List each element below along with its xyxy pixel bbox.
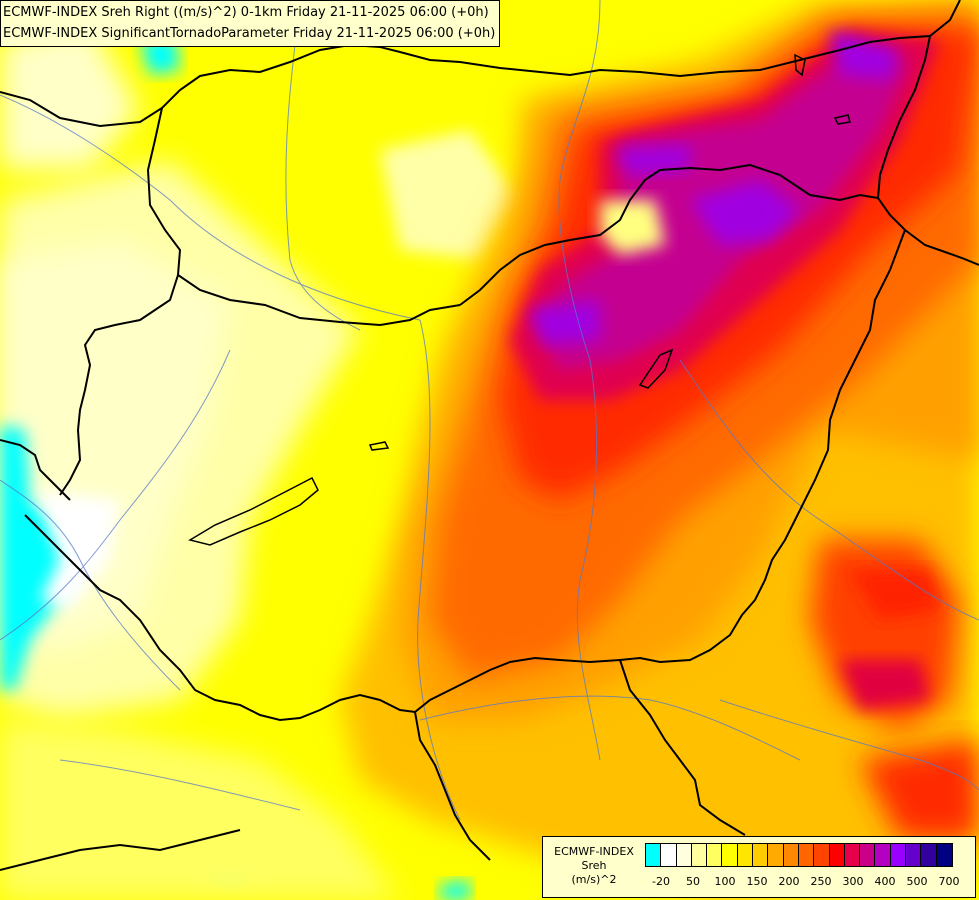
legend-tick-label: 500 bbox=[906, 875, 928, 888]
legend-tick-label: 50 bbox=[686, 875, 700, 888]
legend-swatch bbox=[860, 844, 876, 866]
legend-tick-label: 200 bbox=[778, 875, 800, 888]
lake-small-2 bbox=[638, 348, 674, 389]
legend-swatch bbox=[737, 844, 754, 866]
title-line-1: ECMWF-INDEX Sreh Right ((m/s)^2) 0-1km F… bbox=[3, 5, 489, 20]
legend-title: ECMWF-INDEX Sreh (m/s)^2 bbox=[547, 845, 641, 887]
border-hungary-north bbox=[146, 107, 461, 327]
legend-swatch bbox=[844, 844, 861, 866]
legend-swatch bbox=[798, 844, 815, 866]
legend-tick-label: 250 bbox=[810, 875, 832, 888]
rivers bbox=[0, 0, 979, 821]
lake-small-4 bbox=[794, 53, 806, 77]
legend-swatch bbox=[921, 844, 937, 866]
legend-source: ECMWF-INDEX bbox=[554, 845, 634, 858]
border-north-east bbox=[399, 0, 961, 78]
border-south-croatia bbox=[414, 711, 491, 861]
legend-swatch bbox=[829, 844, 845, 866]
lake-small-1 bbox=[368, 441, 390, 451]
legend-swatch bbox=[707, 844, 723, 866]
legend-swatch bbox=[875, 844, 891, 866]
title-line-2: ECMWF-INDEX SignificantTornadoParameter … bbox=[3, 26, 496, 41]
legend-swatch bbox=[906, 844, 922, 866]
color-legend: ECMWF-INDEX Sreh (m/s)^2 -20 50 100 150 200 2… bbox=[542, 836, 976, 898]
legend-swatch bbox=[783, 844, 799, 866]
legend-swatch bbox=[691, 844, 708, 866]
border-east bbox=[877, 35, 931, 199]
legend-tick-label: 700 bbox=[938, 875, 960, 888]
legend-swatch bbox=[646, 844, 662, 866]
border-austria bbox=[59, 274, 179, 496]
border-southwest bbox=[0, 829, 241, 871]
lakes bbox=[188, 53, 851, 546]
border-hungary-east bbox=[619, 229, 906, 664]
legend-unit: (m/s)^2 bbox=[571, 873, 617, 886]
border-hungary-south bbox=[24, 514, 621, 722]
legend-tick-label: 300 bbox=[842, 875, 864, 888]
legend-tick-label: -20 bbox=[652, 875, 670, 888]
legend-swatch bbox=[768, 844, 784, 866]
border-west bbox=[0, 439, 71, 501]
legend-swatch bbox=[722, 844, 738, 866]
legend-color-bar bbox=[645, 843, 953, 867]
lake-small-3 bbox=[833, 114, 851, 125]
legend-ticks: -20 50 100 150 200 250 300 400 500 700 bbox=[645, 875, 969, 891]
legend-swatch bbox=[661, 844, 677, 866]
legend-swatch bbox=[676, 844, 692, 866]
legend-swatch bbox=[890, 844, 907, 866]
legend-tick-label: 100 bbox=[714, 875, 736, 888]
legend-tick-label: 400 bbox=[874, 875, 896, 888]
lake-balaton bbox=[188, 476, 319, 546]
legend-swatch bbox=[814, 844, 830, 866]
legend-parameter: Sreh bbox=[581, 859, 607, 872]
legend-swatch bbox=[753, 844, 769, 866]
border-south-serbia bbox=[619, 659, 746, 836]
legend-swatch bbox=[936, 844, 952, 866]
map-title-box: ECMWF-INDEX Sreh Right ((m/s)^2) 0-1km F… bbox=[0, 0, 501, 47]
legend-tick-label: 150 bbox=[746, 875, 768, 888]
